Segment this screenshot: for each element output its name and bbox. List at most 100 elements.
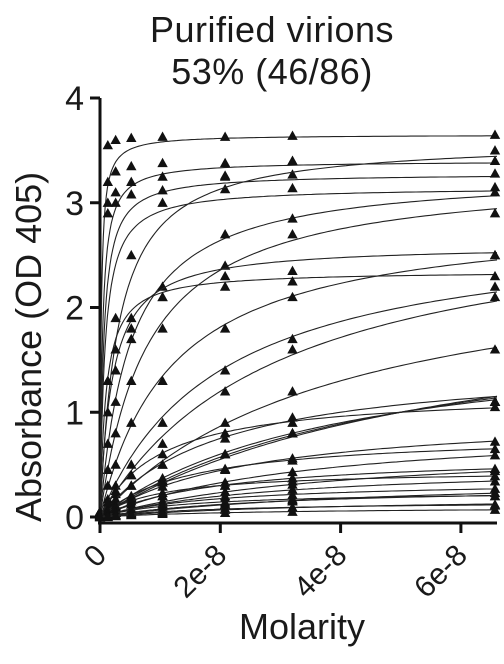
data-point [126,375,137,385]
data-point [110,344,121,354]
data-point [157,508,168,519]
data-point [287,276,298,286]
y-tick-label: 0 [65,499,84,537]
data-point [126,417,137,427]
data-point [157,417,168,427]
data-point [287,155,298,166]
data-point [102,176,114,186]
data-point [126,176,137,186]
data-point [126,323,137,333]
data-point [102,407,114,417]
data-point [489,490,501,501]
data-point [102,208,114,218]
data-point [102,139,114,150]
data-point [219,323,231,333]
data-point [157,501,168,511]
fit-curve [99,190,497,518]
data-point [219,428,231,438]
data-point [489,470,501,481]
data-point [94,511,106,522]
data-point [126,459,137,469]
data-point [489,270,501,281]
data-point [110,197,121,207]
data-point [102,197,114,207]
data-point [110,459,121,469]
fit-curve [99,175,498,518]
fit-curve [99,162,497,518]
data-point [157,197,168,207]
fit-curve [99,495,497,518]
data-point [287,484,298,494]
data-point [489,483,501,493]
y-tick-label: 4 [65,80,84,118]
x-tick-label: 4e-8 [288,539,354,605]
data-point [157,375,168,385]
data-point [489,401,501,412]
data-point [110,485,121,495]
data-point [489,463,501,473]
data-point [219,183,231,194]
fit-curve [99,155,498,518]
y-tick-label: 1 [65,394,84,432]
x-tick-label: 0 [78,539,113,574]
data-point [126,469,137,480]
data-point [287,130,298,140]
data-point [126,480,137,490]
data-point [102,464,114,475]
data-point [219,131,231,141]
data-point [157,438,168,448]
data-point [157,448,168,459]
data-point [219,417,231,427]
data-point [219,281,231,291]
data-point [110,312,121,323]
data-point [287,428,298,438]
data-point [287,412,298,422]
data-point [219,260,231,270]
data-point [157,171,168,181]
data-point [287,466,298,477]
data-point [489,476,501,486]
x-axis-label-wrap: Molarity [0,606,504,648]
data-point [102,511,114,522]
fit-curve [99,407,498,518]
data-point [110,510,121,521]
fit-curve [99,395,498,518]
fit-curve [99,273,498,518]
data-point [287,417,298,427]
data-point [489,344,501,354]
data-point [110,187,121,197]
data-point [126,496,137,506]
data-point [489,129,501,139]
data-point [126,249,137,260]
data-point [157,281,168,291]
data-point [157,184,168,195]
data-point [110,396,121,406]
data-point [489,187,501,197]
data-point [287,182,298,193]
data-point [489,449,501,460]
data-point [110,502,121,512]
data-point [287,291,298,302]
data-point [126,132,137,142]
data-point [219,497,231,507]
data-point [126,189,137,199]
data-point [102,497,114,507]
data-point [489,291,501,302]
data-point [287,386,298,396]
data-point [219,171,231,181]
data-point [287,455,298,465]
fit-curve [99,346,498,518]
data-point [110,428,121,438]
data-point [102,480,114,490]
data-point [489,249,501,260]
data-point [489,181,501,192]
data-point [489,436,501,446]
data-point [219,386,231,396]
data-point [157,157,168,168]
fit-curve [100,504,498,518]
data-point [219,157,231,168]
data-point [157,323,168,333]
data-point [126,333,137,344]
